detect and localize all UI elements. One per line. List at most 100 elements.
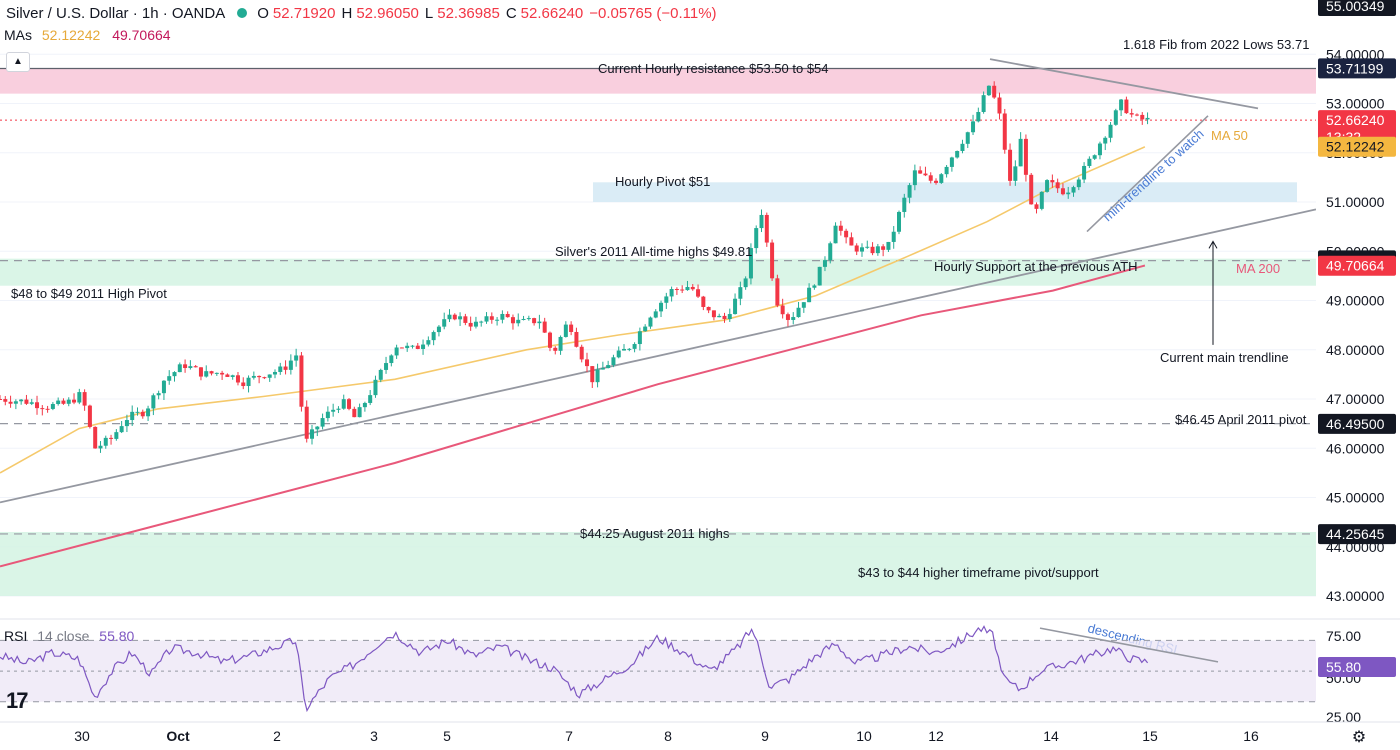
candle-body — [653, 311, 658, 318]
annotation-2011-high-pivot: $48 to $49 2011 High Pivot — [11, 286, 167, 301]
candle-body — [35, 402, 40, 409]
candle-body — [859, 247, 864, 252]
candle-body — [569, 324, 574, 332]
rsi-label: RSI — [4, 628, 28, 644]
annotation-fib: 1.618 Fib from 2022 Lows 53.71 — [1123, 37, 1309, 52]
candle-body — [272, 371, 277, 375]
candle-body — [796, 307, 801, 318]
ma50-value: 52.12242 — [41, 27, 101, 43]
moving-averages-legend[interactable]: MAs 52.12242 49.70664 — [4, 27, 171, 43]
candle-body — [907, 185, 912, 198]
candle-body — [637, 331, 642, 345]
candle-body — [632, 344, 637, 349]
candle-body — [822, 260, 827, 267]
candle-body — [463, 316, 468, 323]
candle-body — [29, 402, 34, 404]
candle-body — [1140, 114, 1145, 120]
candle-body — [310, 429, 315, 439]
symbol-title[interactable]: Silver / U.S. Dollar · 1h · OANDA — [6, 4, 226, 22]
candle-body — [923, 173, 928, 176]
candle-body — [595, 369, 600, 383]
annotation-mini-trendline: mini-trendline to watch — [1100, 126, 1207, 224]
candle-body — [436, 326, 441, 333]
candle-body — [452, 314, 457, 320]
candle-body — [214, 372, 219, 374]
candle-body — [479, 321, 484, 323]
candle-body — [484, 316, 489, 322]
gear-icon[interactable]: ⚙ — [1351, 729, 1367, 746]
time-tick-label: 12 — [928, 728, 944, 744]
rsi-tick-label: 75.00 — [1326, 628, 1361, 644]
candle-body — [1076, 179, 1081, 188]
candle-body — [119, 426, 124, 433]
candle-body — [944, 166, 949, 175]
candle-body — [331, 409, 336, 412]
candle-body — [891, 231, 896, 242]
candle-body — [674, 289, 679, 291]
candle-body — [230, 375, 235, 377]
change-value: −0.05765 (−0.11%) — [589, 4, 717, 22]
annotation-support-ath: Hourly Support at the previous ATH — [934, 259, 1138, 274]
time-tick-label: 3 — [370, 728, 378, 744]
time-tick-label: Oct — [166, 728, 190, 744]
candle-body — [82, 392, 87, 406]
candle-body — [812, 285, 817, 288]
candle-body — [193, 366, 198, 368]
candle-body — [146, 408, 151, 417]
candle-body — [1008, 149, 1013, 181]
collapse-legend-button[interactable]: ▲ — [6, 52, 30, 72]
candle-body — [177, 364, 182, 373]
candle-body — [405, 345, 410, 349]
candle-body — [1066, 192, 1071, 195]
price-label-badge — [1318, 413, 1396, 434]
candle-body — [209, 371, 214, 374]
candle-body — [648, 317, 653, 327]
zone-support — [0, 258, 1316, 286]
candle-body — [738, 287, 743, 299]
candle-body — [489, 316, 494, 320]
candle-body — [167, 376, 172, 381]
candle-body — [992, 85, 997, 98]
candle-body — [584, 359, 589, 367]
tradingview-logo-icon[interactable]: 17 — [6, 688, 29, 713]
candle-body — [659, 302, 664, 312]
candle-body — [114, 432, 119, 439]
candle-body — [717, 315, 722, 318]
candle-body — [770, 242, 775, 279]
open-value: 52.71920 — [272, 4, 336, 22]
close-label: C — [505, 4, 517, 22]
candle-body — [1108, 124, 1113, 138]
candle-body — [849, 237, 854, 246]
arrow-head-icon — [1208, 240, 1218, 249]
candle-body — [1045, 180, 1050, 192]
candle-body — [759, 214, 764, 229]
rsi-legend[interactable]: RSI 14 close 55.80 — [4, 628, 134, 644]
candle-body — [743, 278, 748, 288]
candle-body — [156, 393, 161, 396]
price-label-badge — [1318, 58, 1396, 79]
time-tick-label: 10 — [856, 728, 872, 744]
candle-body — [61, 400, 66, 404]
candle-body — [627, 348, 632, 350]
candle-body — [616, 350, 621, 358]
candle-body — [235, 375, 240, 383]
candle-body — [1018, 138, 1023, 167]
time-tick-label: 9 — [761, 728, 769, 744]
candle-body — [325, 411, 330, 419]
high-label: H — [341, 4, 353, 22]
annotation-ath: Silver's 2011 All-time highs $49.81 — [555, 244, 752, 259]
candle-body — [775, 278, 780, 306]
candle-body — [225, 374, 230, 377]
candle-body — [574, 331, 579, 347]
candle-body — [183, 364, 188, 369]
candle-body — [701, 296, 706, 307]
annotation-aug-2011: $44.25 August 2011 highs — [580, 526, 730, 541]
rsi-value-badge — [1318, 657, 1396, 677]
candle-body — [50, 404, 55, 409]
price-tick-label: 43.00000 — [1326, 588, 1385, 604]
candle-body — [103, 437, 108, 446]
candle-body — [669, 289, 674, 297]
candle-body — [135, 411, 140, 413]
candle-body — [971, 121, 976, 133]
